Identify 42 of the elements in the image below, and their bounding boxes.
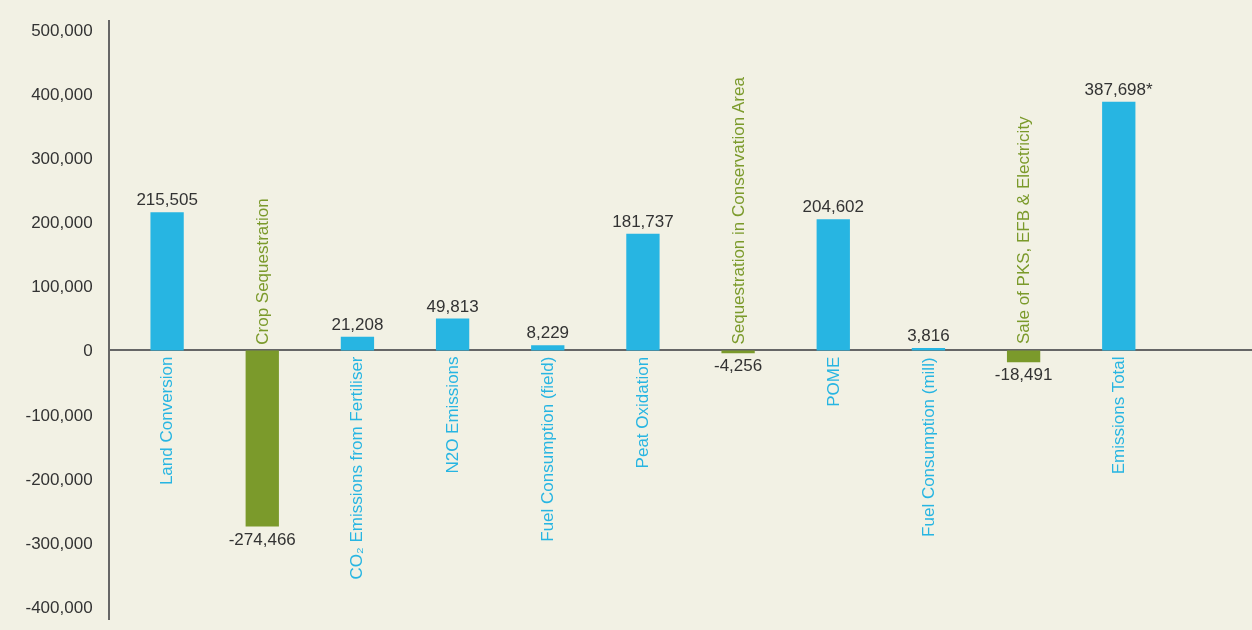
data-label: 21,208 xyxy=(331,314,384,334)
bar xyxy=(721,350,755,354)
x-tick-label: POME xyxy=(823,356,843,407)
bar xyxy=(245,350,279,527)
bar xyxy=(1102,101,1136,351)
y-tick-label: -200,000 xyxy=(25,469,93,489)
data-label: 215,505 xyxy=(136,190,198,210)
data-label: 49,813 xyxy=(426,296,479,316)
y-tick-label: -300,000 xyxy=(25,533,93,553)
bar xyxy=(340,336,375,351)
y-tick-label: 400,000 xyxy=(31,84,93,104)
data-label: -274,466 xyxy=(228,529,296,549)
data-label: 387,698* xyxy=(1084,79,1153,99)
x-tick-label: Sale of PKS, EFB & Electricity xyxy=(1014,115,1034,345)
x-tick-label: Fuel Consumption (mill) xyxy=(918,357,938,537)
x-tick-label: Fuel Consumption (field) xyxy=(537,356,557,542)
y-tick-label: 300,000 xyxy=(31,148,93,168)
x-tick-label: Peat Oxidation xyxy=(633,356,653,469)
x-tick-label: Land Conversion xyxy=(157,356,177,486)
bar xyxy=(1006,350,1041,363)
y-tick-label: 0 xyxy=(83,341,93,361)
y-tick-label: 100,000 xyxy=(31,277,93,297)
data-label: 181,737 xyxy=(612,211,674,231)
data-label: -4,256 xyxy=(714,356,763,376)
y-tick-label: 200,000 xyxy=(31,213,93,233)
bar xyxy=(816,219,850,351)
y-tick-label: -400,000 xyxy=(25,598,93,618)
x-tick-label: Sequestration in Conservation Area xyxy=(728,76,748,345)
data-label: 204,602 xyxy=(802,197,864,217)
data-label: -18,491 xyxy=(994,365,1053,385)
y-tick-label: 500,000 xyxy=(31,20,93,40)
y-tick-label: -100,000 xyxy=(25,405,93,425)
x-tick-label: N2O Emissions xyxy=(442,356,462,474)
bar xyxy=(150,212,184,351)
data-label: 8,229 xyxy=(526,323,570,343)
data-label: 3,816 xyxy=(907,326,950,346)
x-tick-label: Emissions Total xyxy=(1109,356,1129,475)
bar xyxy=(435,318,470,351)
x-tick-label: Crop Sequestration xyxy=(252,198,272,345)
x-tick-label: CO₂ Emissions from Fertiliser xyxy=(347,356,367,580)
bar xyxy=(626,233,660,351)
bar xyxy=(531,345,565,351)
